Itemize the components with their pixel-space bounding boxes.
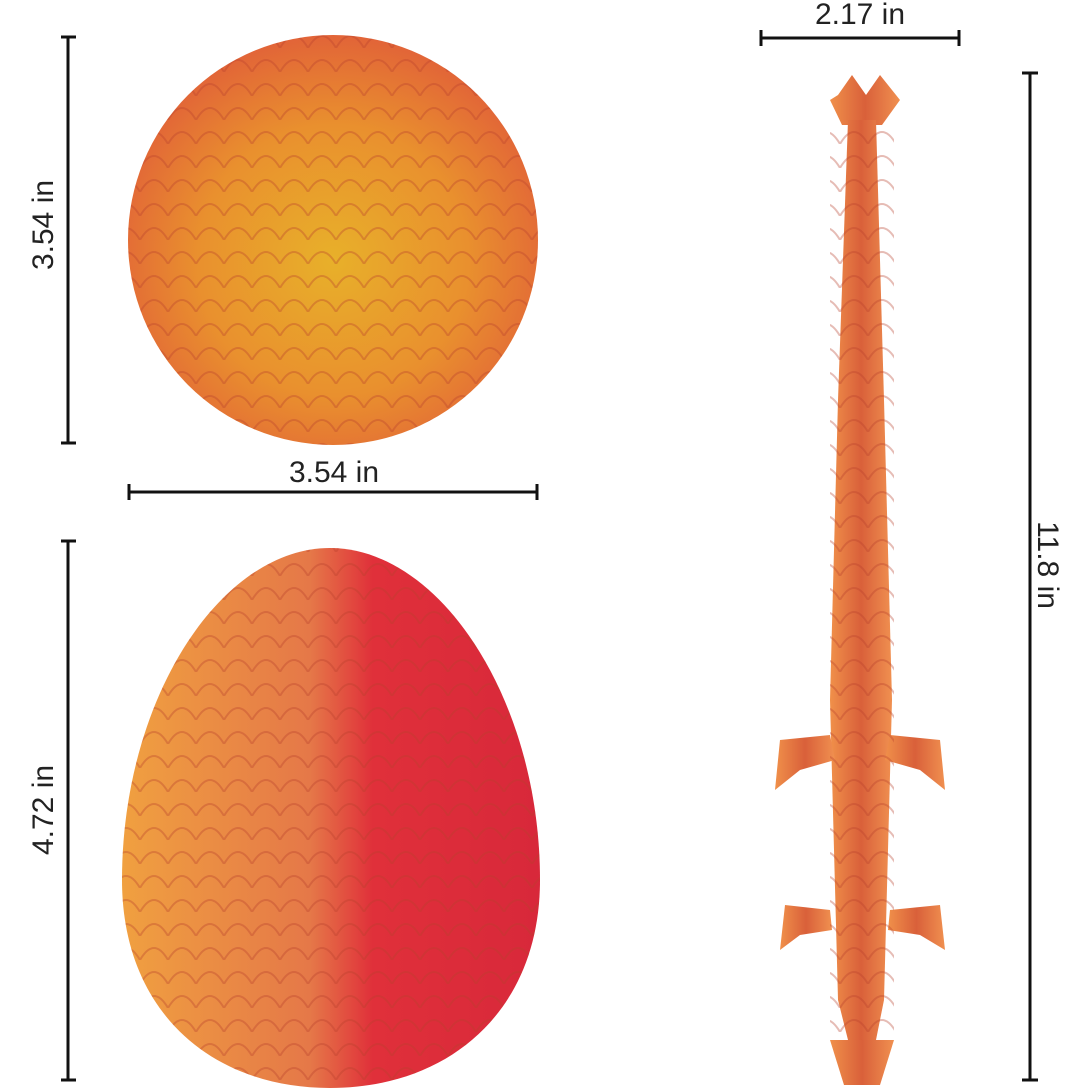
dimension-lines bbox=[61, 30, 1038, 1082]
sphere-height-label: 3.54 in bbox=[27, 180, 60, 270]
egg-height-label: 4.72 in bbox=[27, 765, 60, 855]
sphere-egg bbox=[128, 35, 538, 445]
egg bbox=[122, 548, 540, 1088]
dragon bbox=[775, 75, 945, 1085]
dragon-length-label: 11.8 in bbox=[1031, 521, 1064, 609]
dragon-width-label: 2.17 in bbox=[815, 0, 905, 31]
sphere-width-label: 3.54 in bbox=[289, 456, 379, 489]
